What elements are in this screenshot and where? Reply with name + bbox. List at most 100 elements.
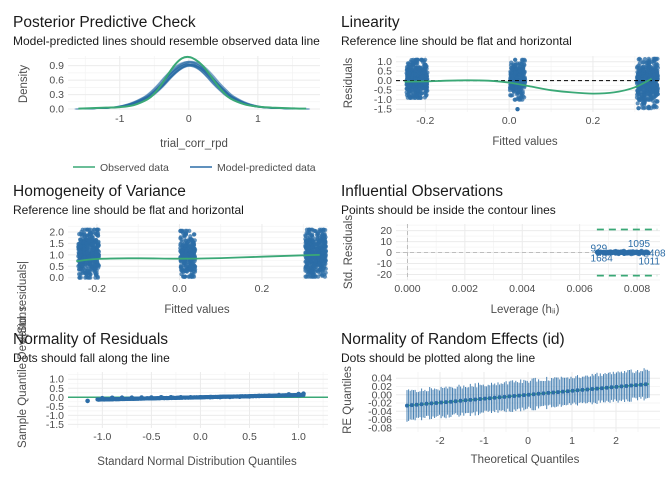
influence-point-label: 929 bbox=[591, 243, 608, 254]
normres-plot-area: -1.0 -0.5 0.0 0.5 1.0-1.5-1.0-0.50.00.51.0 bbox=[46, 372, 328, 443]
linearity-point bbox=[636, 91, 641, 96]
linearity-point bbox=[513, 62, 518, 68]
normre-point bbox=[560, 389, 565, 394]
normre-point bbox=[604, 385, 609, 390]
normre-ylabel: RE Quantiles bbox=[342, 366, 354, 434]
normres-point bbox=[227, 394, 233, 400]
normre-point bbox=[526, 392, 531, 397]
linearity-point bbox=[655, 89, 660, 94]
normre-point bbox=[595, 386, 599, 391]
ppc-ytick-label: 0.0 bbox=[49, 104, 64, 116]
normres-point bbox=[158, 395, 164, 400]
linearity-smooth-line bbox=[404, 77, 653, 95]
homog-point bbox=[189, 262, 195, 267]
linearity-point bbox=[638, 57, 643, 62]
linearity-subtitle: Reference line should be flat and horizo… bbox=[341, 34, 572, 48]
normres-point bbox=[286, 392, 292, 397]
homog-point bbox=[182, 233, 187, 238]
normre-point bbox=[551, 390, 556, 395]
homog-ytick-label: 1.5 bbox=[49, 238, 64, 250]
linearity-point bbox=[406, 71, 412, 76]
homog-point bbox=[306, 255, 311, 260]
influence-point bbox=[628, 251, 633, 256]
homog-point bbox=[184, 268, 189, 273]
influence-ytick-label: 10 bbox=[380, 236, 392, 248]
linearity-point bbox=[642, 57, 648, 62]
homog-point bbox=[188, 266, 193, 271]
homog-point bbox=[188, 234, 193, 239]
normre-point bbox=[439, 400, 444, 405]
linearity-plot-area: -0.2 0.0 0.2-1.5-1.0-0.50.00.51.0 bbox=[374, 56, 661, 127]
linearity-point bbox=[647, 64, 652, 69]
linearity-point bbox=[651, 72, 657, 77]
linearity-point bbox=[513, 97, 518, 102]
linearity-point bbox=[515, 90, 520, 95]
ppc-predicted-line bbox=[77, 63, 306, 110]
linearity-point bbox=[517, 85, 522, 90]
normre-title: Normality of Random Effects (id) bbox=[341, 331, 565, 348]
homog-point bbox=[82, 246, 87, 252]
linearity-point bbox=[636, 68, 641, 73]
normre-point bbox=[478, 397, 483, 401]
ppc-title: Posterior Predictive Check bbox=[13, 14, 196, 31]
homog-point bbox=[92, 241, 97, 246]
linearity-point bbox=[647, 60, 652, 65]
normre-ytick-minor-label: 0.02 bbox=[372, 381, 393, 393]
normre-point bbox=[429, 401, 434, 406]
homog-point bbox=[178, 235, 183, 240]
linearity-xlabel: Fitted values bbox=[492, 136, 557, 148]
linearity-point bbox=[507, 88, 513, 93]
linearity-point bbox=[408, 59, 413, 65]
homog-point bbox=[304, 227, 309, 232]
normres-point bbox=[217, 394, 223, 400]
normre-point bbox=[599, 386, 604, 391]
normre-point bbox=[580, 387, 585, 392]
normres-point bbox=[109, 395, 115, 401]
homog-xlabel: Fitted values bbox=[164, 304, 229, 316]
linearity-xtick-label: 0.2 bbox=[586, 115, 601, 127]
normre-point bbox=[590, 387, 595, 391]
influence-point bbox=[616, 249, 621, 254]
influence-point-label: 2408 bbox=[643, 248, 666, 259]
homog-xtick-label: 0.0 bbox=[172, 283, 187, 295]
normre-point bbox=[541, 391, 546, 396]
normres-point bbox=[129, 395, 135, 401]
normres-subtitle: Dots should fall along the line bbox=[13, 351, 170, 365]
linearity-point bbox=[413, 87, 418, 92]
influence-point bbox=[605, 250, 610, 255]
normres-point bbox=[237, 394, 242, 400]
linearity-point bbox=[423, 90, 428, 95]
normres-point bbox=[296, 391, 301, 397]
normres-xtick-label: 0.5 bbox=[242, 431, 257, 443]
normre-point bbox=[624, 384, 629, 388]
normre-point bbox=[463, 398, 468, 403]
influence-point-label: 1011 bbox=[638, 257, 660, 268]
legend-label-predicted: Model-predicted data bbox=[217, 162, 316, 174]
linearity-point bbox=[414, 93, 419, 99]
normre-point bbox=[585, 387, 590, 392]
linearity-point bbox=[508, 93, 513, 98]
linearity-point bbox=[648, 73, 653, 78]
normre-point bbox=[409, 403, 414, 408]
influence-ytick-label: 0 bbox=[386, 247, 392, 259]
influence-ylabel: Std. Residuals bbox=[343, 215, 355, 289]
normres-point bbox=[301, 391, 306, 397]
normre-point bbox=[487, 396, 492, 401]
ppc-predicted-line bbox=[75, 64, 304, 110]
linearity-point bbox=[644, 60, 649, 65]
normre-point bbox=[453, 399, 458, 404]
linearity-point bbox=[650, 89, 655, 94]
ppc-xtick-label: -1 bbox=[115, 113, 124, 125]
homog-ytick-label: 2.0 bbox=[49, 227, 64, 239]
homog-point bbox=[89, 265, 95, 270]
homog-point bbox=[94, 253, 99, 258]
homog-point bbox=[91, 247, 96, 252]
ppc-predicted-line bbox=[80, 63, 309, 110]
normre-point bbox=[424, 401, 429, 406]
homog-point bbox=[85, 250, 90, 255]
normre-xtick-label: 0 bbox=[525, 435, 531, 447]
normre-point bbox=[492, 395, 497, 400]
influence-labeled-point bbox=[631, 250, 637, 255]
homog-point bbox=[89, 231, 94, 236]
